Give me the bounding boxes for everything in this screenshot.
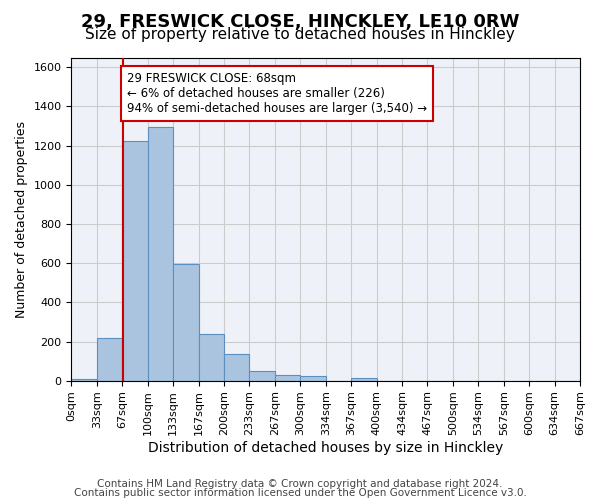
Y-axis label: Number of detached properties: Number of detached properties bbox=[15, 120, 28, 318]
Bar bbox=[199, 334, 224, 380]
Text: 29, FRESWICK CLOSE, HINCKLEY, LE10 0RW: 29, FRESWICK CLOSE, HINCKLEY, LE10 0RW bbox=[81, 12, 519, 30]
Bar bbox=[71, 379, 97, 380]
Bar bbox=[173, 264, 199, 380]
Bar bbox=[122, 141, 148, 380]
X-axis label: Distribution of detached houses by size in Hinckley: Distribution of detached houses by size … bbox=[148, 441, 503, 455]
Bar bbox=[250, 371, 275, 380]
Text: Size of property relative to detached houses in Hinckley: Size of property relative to detached ho… bbox=[85, 28, 515, 42]
Bar bbox=[224, 354, 250, 380]
Text: Contains public sector information licensed under the Open Government Licence v3: Contains public sector information licen… bbox=[74, 488, 526, 498]
Bar bbox=[300, 376, 326, 380]
Bar bbox=[97, 338, 122, 380]
Bar bbox=[351, 378, 377, 380]
Bar bbox=[148, 127, 173, 380]
Bar bbox=[275, 375, 300, 380]
Text: Contains HM Land Registry data © Crown copyright and database right 2024.: Contains HM Land Registry data © Crown c… bbox=[97, 479, 503, 489]
Text: 29 FRESWICK CLOSE: 68sqm
← 6% of detached houses are smaller (226)
94% of semi-d: 29 FRESWICK CLOSE: 68sqm ← 6% of detache… bbox=[127, 72, 427, 115]
